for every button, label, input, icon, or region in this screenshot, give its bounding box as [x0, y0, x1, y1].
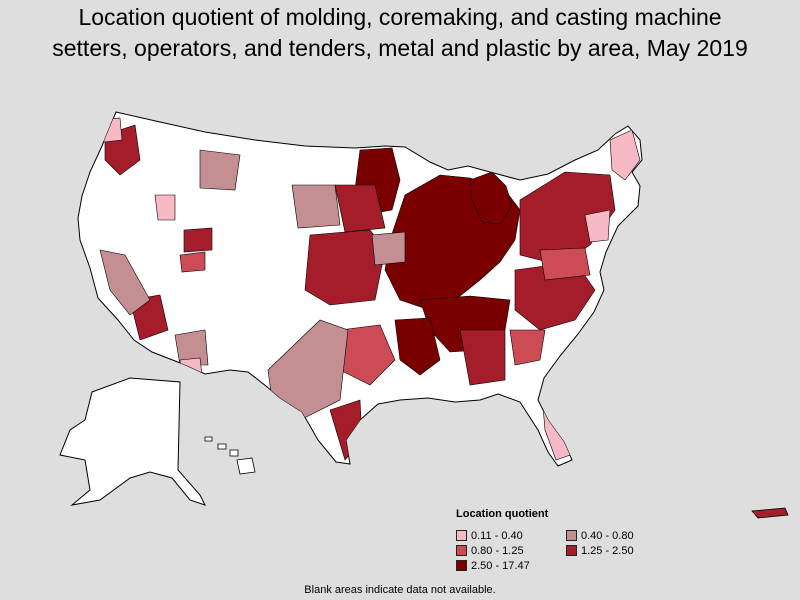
- legend-swatch: [566, 530, 577, 541]
- region-michigan: [469, 171, 513, 225]
- legend-label: 0.11 - 0.40: [471, 529, 523, 542]
- legend-swatch: [456, 545, 467, 556]
- title-line-1: Location quotient of molding, coremaking…: [78, 4, 722, 30]
- region-plains: [304, 229, 386, 306]
- legend: Location quotient 0.11 - 0.40 0.40 - 0.8…: [456, 508, 686, 572]
- legend-item-1: 0.40 - 0.80: [566, 529, 676, 542]
- region-dakotas-iowa: [334, 184, 386, 233]
- region-ny-coast: [584, 209, 611, 243]
- legend-label: 0.80 - 1.25: [471, 544, 524, 557]
- region-arkansas-miss: [394, 317, 441, 376]
- region-alabama-georgia: [459, 329, 506, 386]
- region-arizona-south: [179, 357, 203, 376]
- legend-label: 1.25 - 2.50: [581, 544, 634, 557]
- region-california-central: [99, 249, 151, 316]
- legend-label: 2.50 - 17.47: [471, 559, 530, 572]
- region-florida: [541, 394, 571, 461]
- region-utah-north: [179, 251, 206, 273]
- legend-swatch: [566, 545, 577, 556]
- title-line-2: setters, operators, and tenders, metal a…: [52, 35, 748, 61]
- region-virginia: [539, 247, 591, 281]
- footnote: Blank areas indicate data not available.: [304, 584, 496, 596]
- region-new-mexico: [174, 329, 209, 366]
- legend-item-3: 1.25 - 2.50: [566, 544, 676, 557]
- legend-item-0: 0.11 - 0.40: [456, 529, 566, 542]
- region-north-dakota: [291, 184, 341, 229]
- legend-item-2: 0.80 - 1.25: [456, 544, 566, 557]
- legend-label: 0.40 - 0.80: [581, 529, 634, 542]
- region-iowa-west: [371, 231, 406, 266]
- region-montana-east: [199, 149, 241, 191]
- legend-title: Location quotient: [456, 508, 549, 520]
- map-title: Location quotient of molding, coremaking…: [0, 2, 800, 64]
- region-south-carolina: [509, 329, 546, 366]
- region-idaho-south: [154, 194, 176, 221]
- alaska: [59, 377, 206, 506]
- legend-swatch: [456, 560, 467, 571]
- legend-items: 0.11 - 0.40 0.40 - 0.80 0.80 - 1.25 1.25…: [456, 529, 686, 572]
- legend-item-4: 2.50 - 17.47: [456, 559, 566, 572]
- region-colorado: [183, 227, 213, 253]
- legend-swatch: [456, 530, 467, 541]
- region-maine: [609, 129, 641, 181]
- puerto-rico: [751, 507, 789, 519]
- hawaii: [204, 436, 256, 475]
